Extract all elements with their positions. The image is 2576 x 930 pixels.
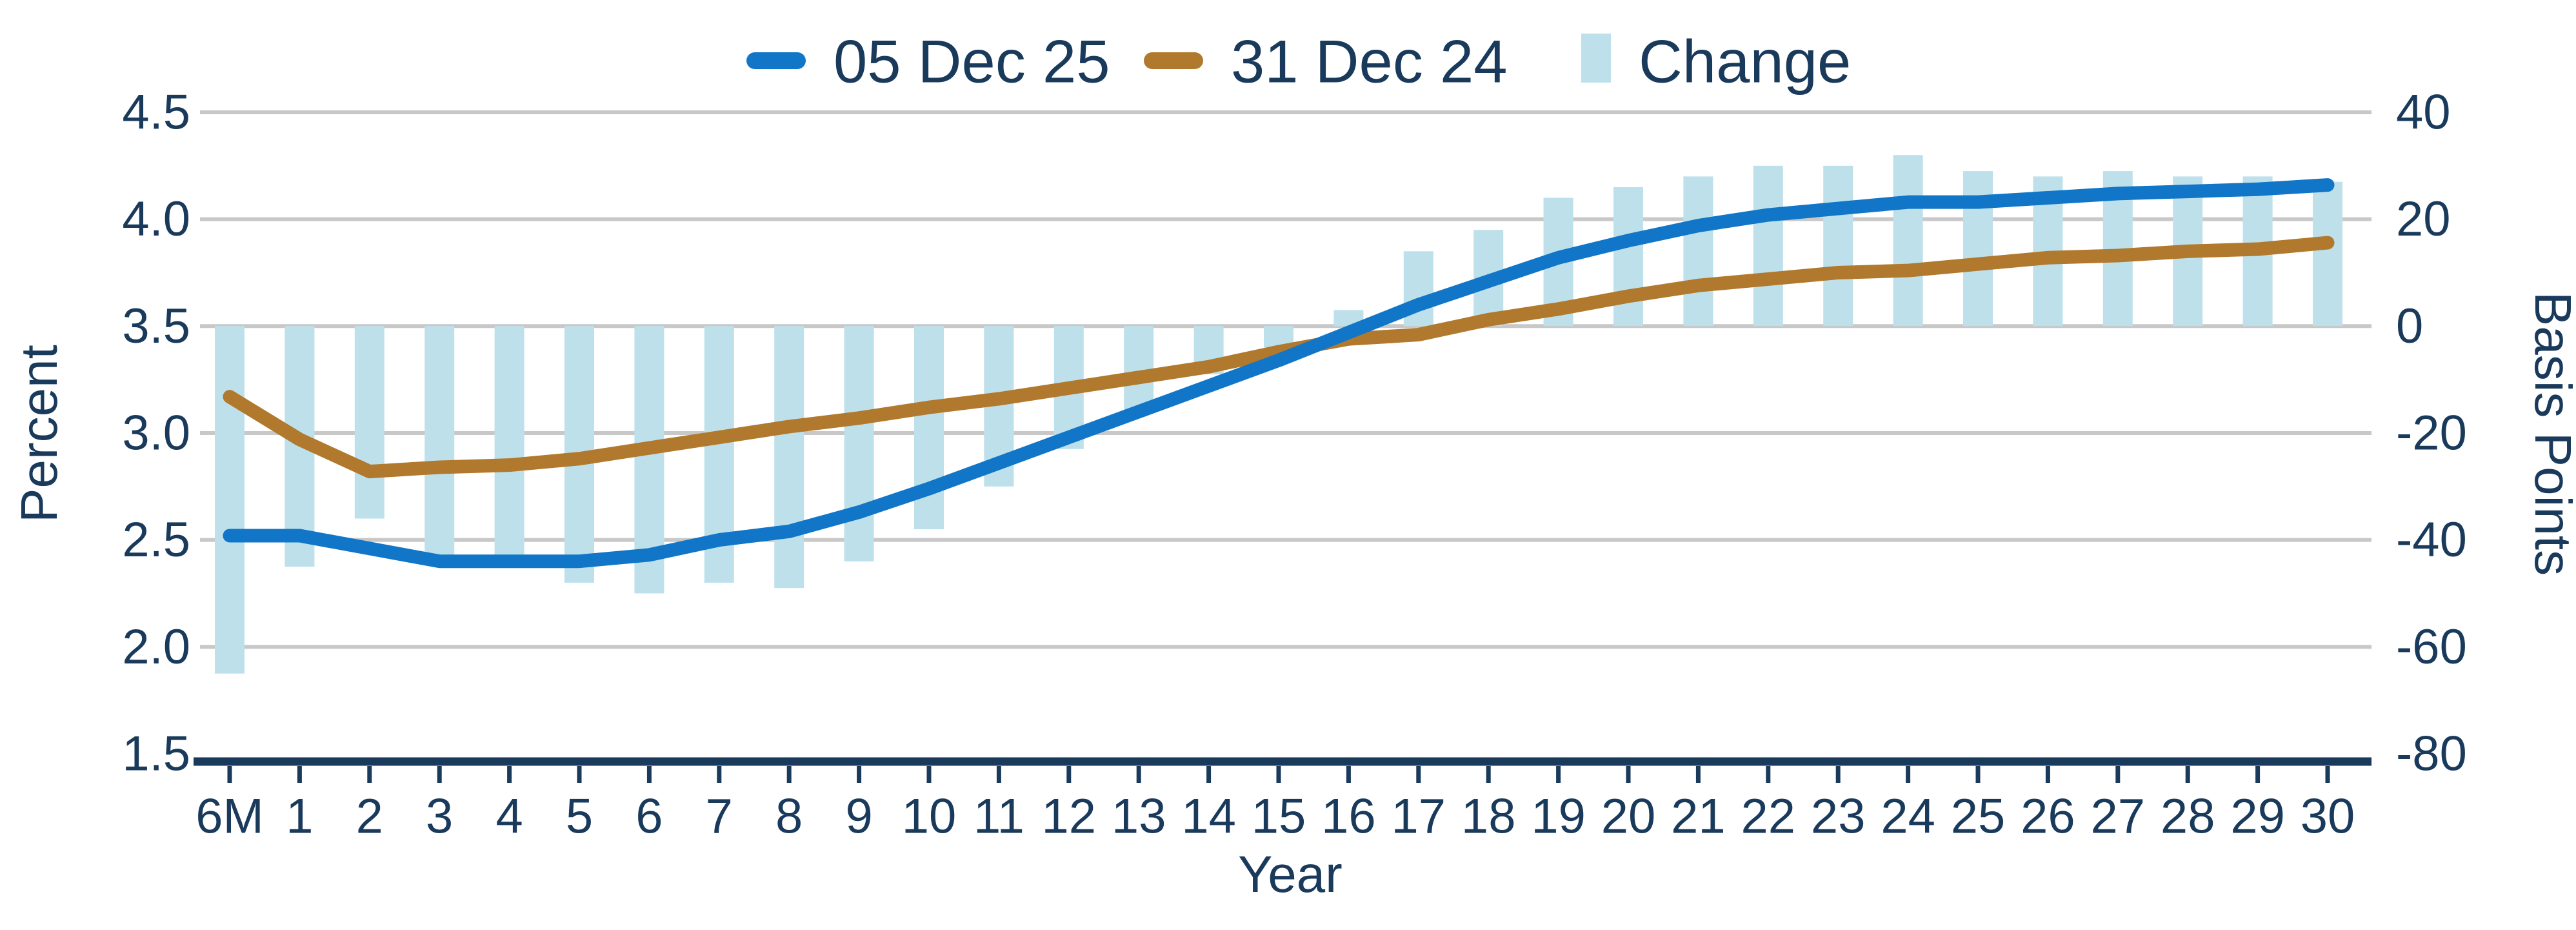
x-tick-label-27: 27: [2091, 789, 2146, 844]
x-axis-layer: [194, 757, 2371, 783]
x-tick-label-29: 29: [2230, 789, 2285, 844]
y-tick-label-left-4.5: 4.5: [122, 85, 190, 140]
y-tick-label-right-20: 20: [2396, 192, 2451, 247]
change-bars-layer: [215, 155, 2342, 674]
x-tick-label-4: 4: [495, 789, 523, 844]
y-tick-label-right--60: -60: [2396, 620, 2467, 674]
left-axis-title: Percent: [10, 345, 68, 523]
x-tick-label-11: 11: [973, 789, 1024, 844]
x-tick-label-30: 30: [2301, 789, 2355, 844]
x-tick-label-26: 26: [2021, 789, 2075, 844]
x-tick-label-14: 14: [1181, 789, 1236, 844]
line-series-05-dec-25: [223, 178, 2335, 569]
y-tick-label-left-3.0: 3.0: [122, 405, 190, 460]
x-tick-label-7: 7: [706, 789, 733, 844]
line-series-31-dec-24: [223, 236, 2335, 479]
legend-line-swatch-blue: [746, 52, 806, 69]
x-tick-label-9: 9: [845, 789, 872, 844]
change-bar-22: [1753, 165, 1783, 327]
x-tick-label-2: 2: [356, 789, 383, 844]
change-bar-9: [844, 326, 874, 561]
y-tick-label-left-2.0: 2.0: [122, 620, 190, 674]
line-series-layer: [223, 178, 2335, 569]
legend-line-swatch-brown: [1144, 52, 1203, 69]
x-tick-label-5: 5: [566, 789, 593, 844]
y-tick-label-left-1.5: 1.5: [122, 726, 190, 781]
x-tick-label-13: 13: [1112, 789, 1166, 844]
change-bar-21: [1683, 176, 1713, 327]
tick-labels-layer: 6M 1 2 3 4 5 6 7 8 9 10 11 12 13 14 15 16 17 18 19 20 21 22 23 2…: [122, 85, 2467, 844]
legend-label-05-dec-25: 05 Dec 25: [834, 28, 1110, 96]
y-tick-label-right-40: 40: [2396, 85, 2451, 140]
x-tick-label-19: 19: [1531, 789, 1586, 844]
x-tick-label-21: 21: [1671, 789, 1726, 844]
x-tick-label-15: 15: [1252, 789, 1306, 844]
x-tick-label-25: 25: [1951, 789, 2006, 844]
x-tick-label-22: 22: [1741, 789, 1796, 844]
y-tick-label-left-3.5: 3.5: [122, 299, 190, 354]
x-tick-label-18: 18: [1461, 789, 1516, 844]
change-bar-4: [494, 326, 524, 567]
x-tick-label-24: 24: [1881, 789, 1935, 844]
legend: 05 Dec 25 31 Dec 24 Change: [746, 28, 1851, 96]
x-tick-label-16: 16: [1321, 789, 1376, 844]
x-axis-title: Year: [1238, 845, 1343, 903]
x-tick-label-12: 12: [1042, 789, 1097, 844]
x-tick-label-23: 23: [1811, 789, 1866, 844]
y-tick-label-left-4.0: 4.0: [122, 192, 190, 247]
change-bar-6M: [215, 326, 245, 674]
legend-label-31-dec-24: 31 Dec 24: [1231, 28, 1508, 96]
x-tick-label-3: 3: [426, 789, 453, 844]
y-tick-label-right--40: -40: [2396, 512, 2467, 567]
x-tick-label-28: 28: [2161, 789, 2215, 844]
legend-item-change[interactable]: Change: [1581, 28, 1851, 96]
change-bar-24: [1893, 155, 1923, 327]
x-tick-label-6: 6: [635, 789, 663, 844]
legend-label-change: Change: [1639, 28, 1851, 96]
y-tick-label-right--80: -80: [2396, 726, 2467, 781]
y-tick-label-right--20: -20: [2396, 405, 2467, 460]
right-axis-title: Basis Points: [2524, 292, 2576, 576]
change-bar-25: [1963, 171, 1993, 327]
x-tick-label-6M: 6M: [195, 789, 264, 844]
change-bar-13: [1124, 326, 1154, 412]
y-tick-label-left-2.5: 2.5: [122, 512, 190, 567]
x-tick-label-10: 10: [902, 789, 957, 844]
y-tick-label-right-0: 0: [2396, 299, 2423, 354]
change-bar-20: [1613, 187, 1643, 327]
legend-item-05-dec-25[interactable]: 05 Dec 25: [746, 28, 1110, 96]
change-bar-8: [774, 326, 804, 589]
change-bar-2: [354, 326, 384, 519]
legend-bar-swatch: [1581, 34, 1611, 83]
x-tick-label-17: 17: [1392, 789, 1446, 844]
x-tick-label-1: 1: [286, 789, 313, 844]
change-bar-30: [2313, 181, 2342, 327]
x-tick-label-8: 8: [775, 789, 803, 844]
change-bar-23: [1823, 165, 1853, 327]
change-bar-3: [424, 326, 455, 561]
x-tick-label-20: 20: [1601, 789, 1656, 844]
legend-item-31-dec-24[interactable]: 31 Dec 24: [1144, 28, 1508, 96]
